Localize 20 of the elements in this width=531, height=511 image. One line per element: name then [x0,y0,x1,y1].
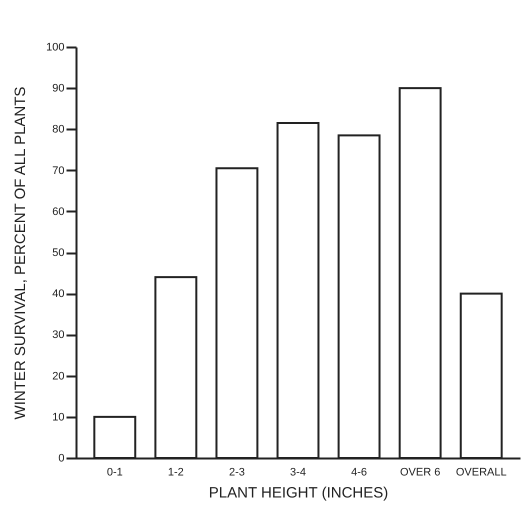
y-tick-label: 60 [52,206,64,218]
y-tick-label: 10 [52,411,64,424]
y-tick-label: 30 [52,329,64,342]
y-axis-title: WINTER SURVIVAL, PERCENT OF ALL PLANTS [12,86,30,420]
x-tick-label: OVERALL [456,466,507,478]
x-tick-label: 2-3 [228,466,245,478]
y-tick-label: 40 [52,288,64,300]
y-tick-label: 0 [58,452,64,464]
x-tick-label: OVER 6 [400,466,440,478]
y-tick-label: 100 [46,42,64,54]
x-axis-title: PLANT HEIGHT (INCHES) [208,484,388,502]
x-tick-label: 4-6 [351,466,368,478]
x-tick-label: 0-1 [106,466,123,478]
y-tick-label: 80 [52,124,64,136]
x-tick-label: 1-2 [168,466,184,478]
y-tick-label: 90 [52,82,64,95]
y-tick-label: 20 [52,370,64,382]
y-tick-label: 50 [52,247,64,259]
y-tick-label: 70 [52,164,64,177]
x-tick-label: 3-4 [290,466,306,478]
